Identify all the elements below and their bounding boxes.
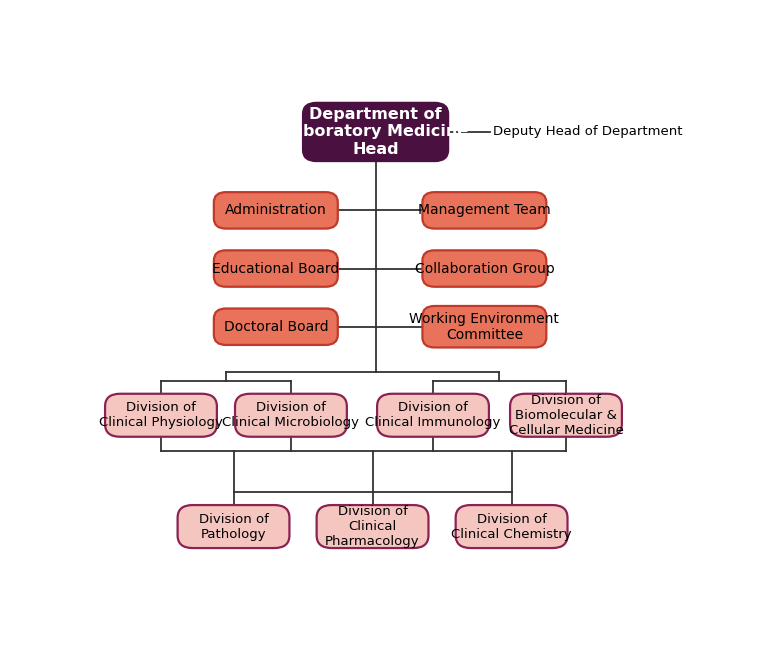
FancyBboxPatch shape [105,394,217,437]
FancyBboxPatch shape [235,394,347,437]
FancyBboxPatch shape [214,250,338,286]
Text: Division of
Clinical Physiology: Division of Clinical Physiology [99,401,223,429]
Text: Educational Board: Educational Board [212,261,339,275]
Text: Doctoral Board: Doctoral Board [224,320,328,334]
FancyBboxPatch shape [423,306,546,348]
Text: Deputy Head of Department: Deputy Head of Department [494,125,683,139]
Text: Division of
Clinical Microbiology: Division of Clinical Microbiology [222,401,360,429]
FancyBboxPatch shape [456,505,568,548]
FancyBboxPatch shape [317,505,428,548]
FancyBboxPatch shape [303,103,448,161]
Text: Division of
Clinical Chemistry: Division of Clinical Chemistry [452,512,572,541]
Text: Management Team: Management Team [418,204,551,217]
Text: Division of
Biomolecular &
Cellular Medicine: Division of Biomolecular & Cellular Medi… [509,394,623,437]
Text: Working Environment
Committee: Working Environment Committee [410,311,559,342]
FancyBboxPatch shape [178,505,289,548]
FancyBboxPatch shape [510,394,622,437]
FancyBboxPatch shape [423,192,546,229]
Text: Division of
Clinical Immunology: Division of Clinical Immunology [365,401,501,429]
FancyBboxPatch shape [377,394,489,437]
Text: Department of
Laboratory Medicine
Head: Department of Laboratory Medicine Head [282,107,469,157]
FancyBboxPatch shape [214,192,338,229]
FancyBboxPatch shape [423,250,546,286]
Text: Division of
Pathology: Division of Pathology [199,512,268,541]
Text: Collaboration Group: Collaboration Group [414,261,555,275]
Text: Administration: Administration [225,204,327,217]
FancyBboxPatch shape [214,309,338,345]
Text: Division of
Clinical
Pharmacology: Division of Clinical Pharmacology [325,505,420,548]
